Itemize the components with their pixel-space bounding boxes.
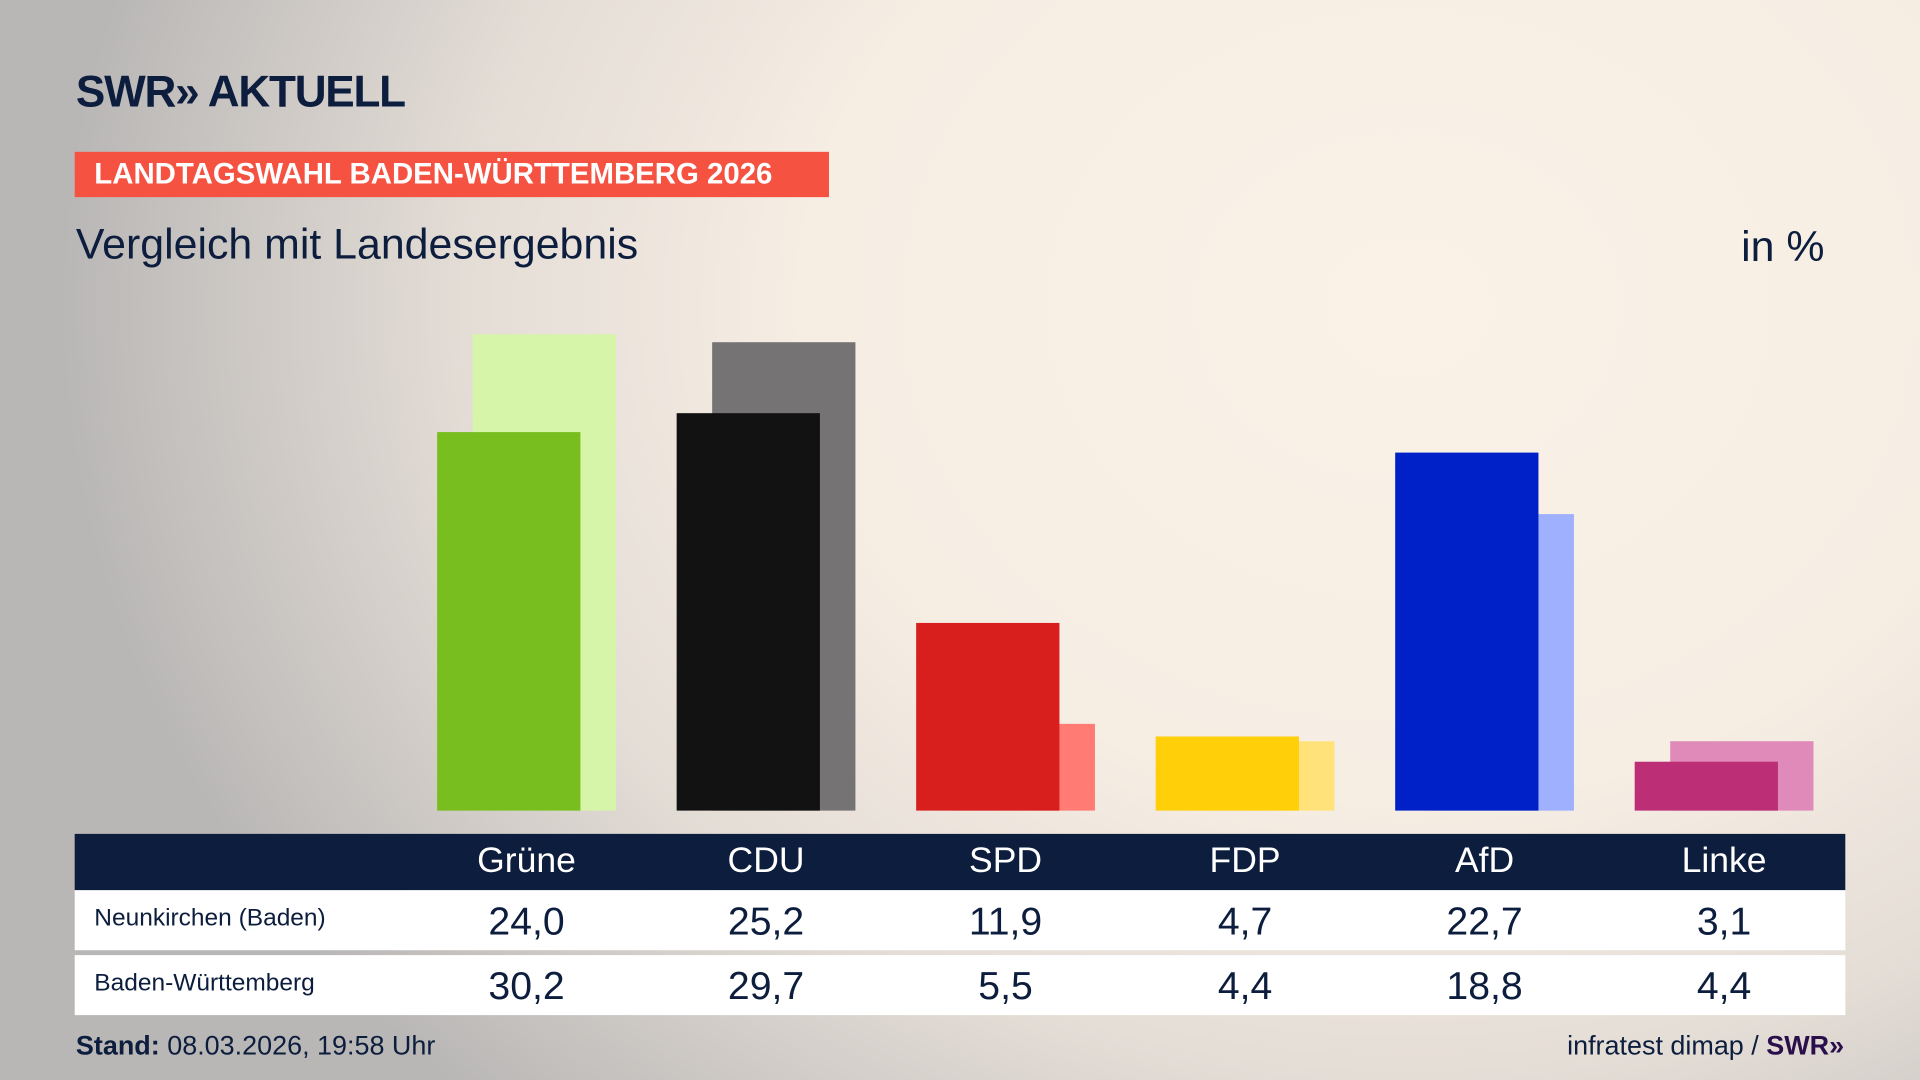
- table-row: Baden-Württemberg 30,2 29,7 5,5 4,4 18,8 4,4: [74, 955, 1846, 1016]
- swr-aktuell-logo: SWR» AKTUELL: [75, 66, 406, 117]
- bar-wahlkreis-4: [1395, 452, 1539, 811]
- value-cell: 30,2: [488, 963, 565, 1008]
- value-cell: 18,8: [1446, 963, 1523, 1008]
- stand-label: Stand:: [75, 1029, 160, 1061]
- source-text: infratest dimap /: [1567, 1029, 1759, 1061]
- source: infratest dimap / SWR»: [1567, 1030, 1844, 1062]
- value-cell: 4,7: [1217, 898, 1273, 943]
- bar-wahlkreis-2: [916, 622, 1060, 811]
- chart-subtitle: Vergleich mit Landesergebnis: [75, 220, 639, 269]
- value-cell: 3,1: [1696, 898, 1752, 943]
- bar-wahlkreis-1: [676, 413, 820, 811]
- party-header: FDP: [1209, 841, 1281, 881]
- timestamp: Stand: 08.03.2026, 19:58 Uhr: [76, 1030, 435, 1062]
- value-cell: 11,9: [968, 898, 1043, 943]
- value-cell: 24,0: [488, 898, 565, 943]
- swr-logo: SWR»: [1766, 1029, 1845, 1061]
- party-header: AfD: [1454, 841, 1515, 881]
- election-banner: LANDTAGSWAHL BADEN-WÜRTTEMBERG 2026: [74, 151, 829, 198]
- bar-wahlkreis-0: [437, 432, 581, 811]
- value-cell: 22,7: [1446, 898, 1523, 943]
- bar-wahlkreis-5: [1634, 761, 1778, 811]
- value-cell: 29,7: [727, 963, 805, 1008]
- row-label: Neunkirchen (Baden): [94, 904, 326, 932]
- value-cell: 4,4: [1217, 963, 1273, 1008]
- bar-wahlkreis-3: [1155, 736, 1299, 811]
- party-header: Grüne: [477, 841, 576, 881]
- table-row: Neunkirchen (Baden) 24,0 25,2 11,9 4,7 22,7 3…: [74, 890, 1846, 951]
- stand-value: 08.03.2026, 19:58 Uhr: [167, 1029, 436, 1061]
- party-header: SPD: [969, 841, 1043, 881]
- value-cell: 5,5: [978, 963, 1033, 1008]
- party-header: Linke: [1681, 841, 1767, 881]
- value-cell: 4,4: [1696, 963, 1752, 1008]
- party-header: CDU: [727, 841, 805, 881]
- row-label: Baden-Württemberg: [94, 969, 315, 997]
- unit-label: in %: [1741, 222, 1825, 271]
- value-cell: 25,2: [727, 898, 805, 943]
- table-header: Grüne CDU SPD FDP AfD Linke: [74, 833, 1846, 891]
